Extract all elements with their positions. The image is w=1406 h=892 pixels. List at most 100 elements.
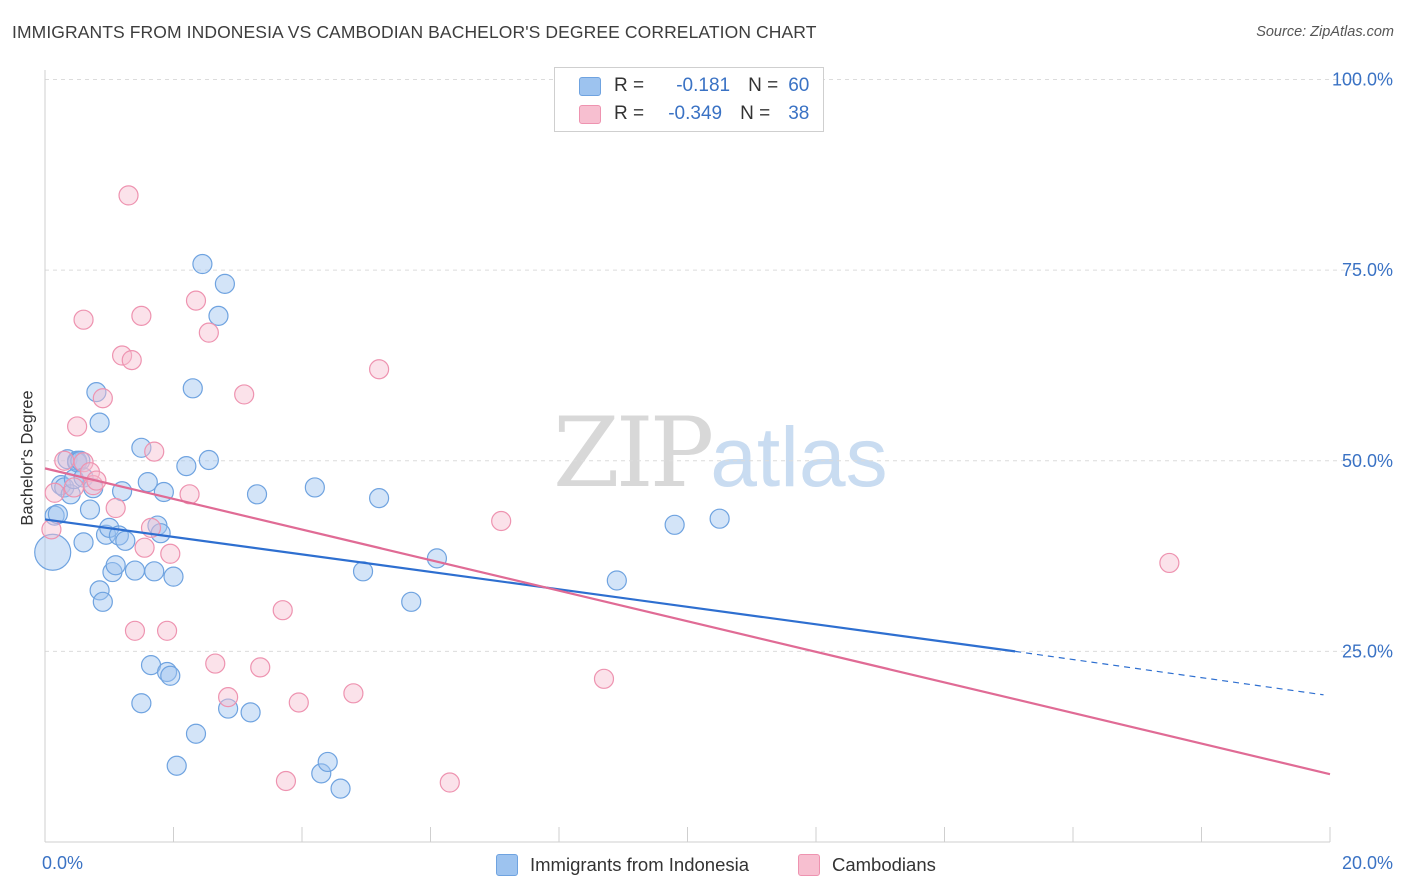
grid-lines	[45, 79, 1365, 652]
data-point-indonesia	[709, 508, 730, 529]
legend-swatch-indonesia	[496, 854, 518, 876]
data-point-indonesia	[401, 591, 422, 612]
data-point-indonesia	[34, 533, 72, 571]
data-point-indonesia	[369, 488, 390, 509]
data-point-cambodians	[131, 305, 152, 326]
data-point-cambodians	[218, 687, 239, 708]
data-point-indonesia	[176, 455, 197, 477]
data-point-indonesia	[240, 702, 261, 723]
data-point-cambodians	[41, 519, 62, 540]
legend-swatch-cambodians	[579, 104, 601, 124]
x-tick-label: 20.0%	[1342, 853, 1393, 873]
trend-line-indonesia	[44, 518, 1016, 653]
data-point-cambodians	[185, 290, 207, 311]
data-point-cambodians	[205, 653, 226, 674]
r-label: R =	[614, 103, 645, 124]
data-point-indonesia	[182, 378, 203, 399]
legend-swatch-indonesia	[579, 76, 601, 96]
data-point-cambodians	[160, 543, 181, 564]
data-point-cambodians	[63, 477, 85, 498]
n-value-cambodians: 38	[788, 103, 810, 124]
tick-labels: 25.0% 50.0% 75.0% 100.0% 0.0% 20.0%	[42, 70, 1393, 874]
watermark-atlas: atlas	[710, 410, 888, 504]
data-point-indonesia	[218, 698, 239, 719]
data-point-indonesia	[192, 253, 213, 275]
data-point-cambodians	[369, 359, 390, 380]
data-point-cambodians	[156, 620, 178, 641]
data-point-indonesia	[105, 555, 126, 576]
data-points	[34, 185, 1180, 799]
data-point-indonesia	[89, 580, 110, 601]
data-point-indonesia	[664, 514, 685, 535]
legend-item-cambodians: Cambodians	[798, 853, 936, 877]
data-point-cambodians	[343, 683, 364, 704]
chart-title: IMMIGRANTS FROM INDONESIA VS CAMBODIAN B…	[12, 22, 817, 42]
data-point-indonesia	[214, 273, 235, 294]
data-point-indonesia	[89, 412, 110, 433]
data-point-cambodians	[439, 772, 460, 793]
data-point-indonesia	[246, 484, 268, 505]
data-point-indonesia	[144, 561, 165, 582]
data-point-indonesia	[137, 472, 158, 493]
data-point-cambodians	[118, 185, 139, 206]
data-point-indonesia	[185, 723, 207, 744]
data-point-indonesia	[166, 755, 187, 776]
trend-line-cambodians	[44, 467, 1331, 776]
data-point-indonesia	[92, 591, 113, 612]
y-tick-label: 75.0%	[1342, 260, 1393, 280]
legend-label-cambodians: Cambodians	[832, 854, 936, 875]
data-point-cambodians	[73, 452, 94, 473]
stats-legend-row-cambodians: R = -0.349 N = 38	[579, 102, 809, 126]
watermark: ZIPatlas	[553, 405, 888, 502]
y-tick-label: 100.0%	[1332, 70, 1393, 90]
data-point-indonesia	[156, 661, 178, 683]
data-point-indonesia	[79, 499, 101, 520]
data-point-cambodians	[134, 537, 155, 558]
data-point-cambodians	[593, 668, 615, 689]
r-label: R =	[614, 75, 645, 96]
stats-legend: R = -0.181 N = 60 R = -0.349 N = 38	[554, 67, 824, 132]
x-tick-label: 0.0%	[42, 853, 83, 873]
data-point-cambodians	[250, 657, 271, 678]
data-point-cambodians	[275, 770, 297, 792]
data-point-indonesia	[124, 560, 146, 581]
data-point-cambodians	[105, 497, 126, 519]
trend-line-indonesia-extrapolated	[1015, 650, 1324, 696]
data-point-indonesia	[311, 763, 332, 784]
data-point-cambodians	[124, 620, 146, 641]
data-point-cambodians	[92, 388, 113, 409]
data-point-indonesia	[198, 449, 219, 471]
data-point-indonesia	[317, 751, 338, 773]
data-point-indonesia	[47, 504, 68, 525]
data-point-cambodians	[288, 692, 309, 713]
data-point-cambodians	[198, 322, 219, 343]
data-point-cambodians	[1159, 552, 1180, 574]
data-point-cambodians	[144, 441, 165, 462]
legend-item-indonesia: Immigrants from Indonesia	[496, 853, 749, 877]
y-axis-label: Bachelor's Degree	[18, 390, 37, 526]
data-point-indonesia	[304, 477, 325, 498]
data-point-indonesia	[208, 305, 229, 326]
data-point-cambodians	[121, 350, 142, 371]
data-point-cambodians	[54, 450, 75, 471]
data-point-indonesia	[163, 566, 184, 587]
data-point-indonesia	[86, 382, 107, 403]
data-point-indonesia	[131, 437, 152, 458]
data-point-indonesia	[330, 778, 351, 799]
data-point-cambodians	[111, 345, 133, 366]
trend-lines	[44, 467, 1331, 776]
y-tick-label: 50.0%	[1342, 451, 1393, 471]
data-point-cambodians	[44, 482, 65, 503]
n-label: N =	[748, 75, 779, 96]
legend-label-indonesia: Immigrants from Indonesia	[530, 854, 750, 875]
watermark-zip: ZIP	[553, 397, 714, 509]
n-value-indonesia: 60	[788, 75, 810, 96]
axes	[44, 70, 1331, 843]
data-point-cambodians	[73, 309, 94, 330]
data-point-cambodians	[272, 600, 293, 621]
data-point-indonesia	[115, 530, 136, 551]
data-point-indonesia	[131, 693, 152, 714]
data-point-cambodians	[491, 510, 512, 532]
data-point-indonesia	[73, 532, 94, 553]
